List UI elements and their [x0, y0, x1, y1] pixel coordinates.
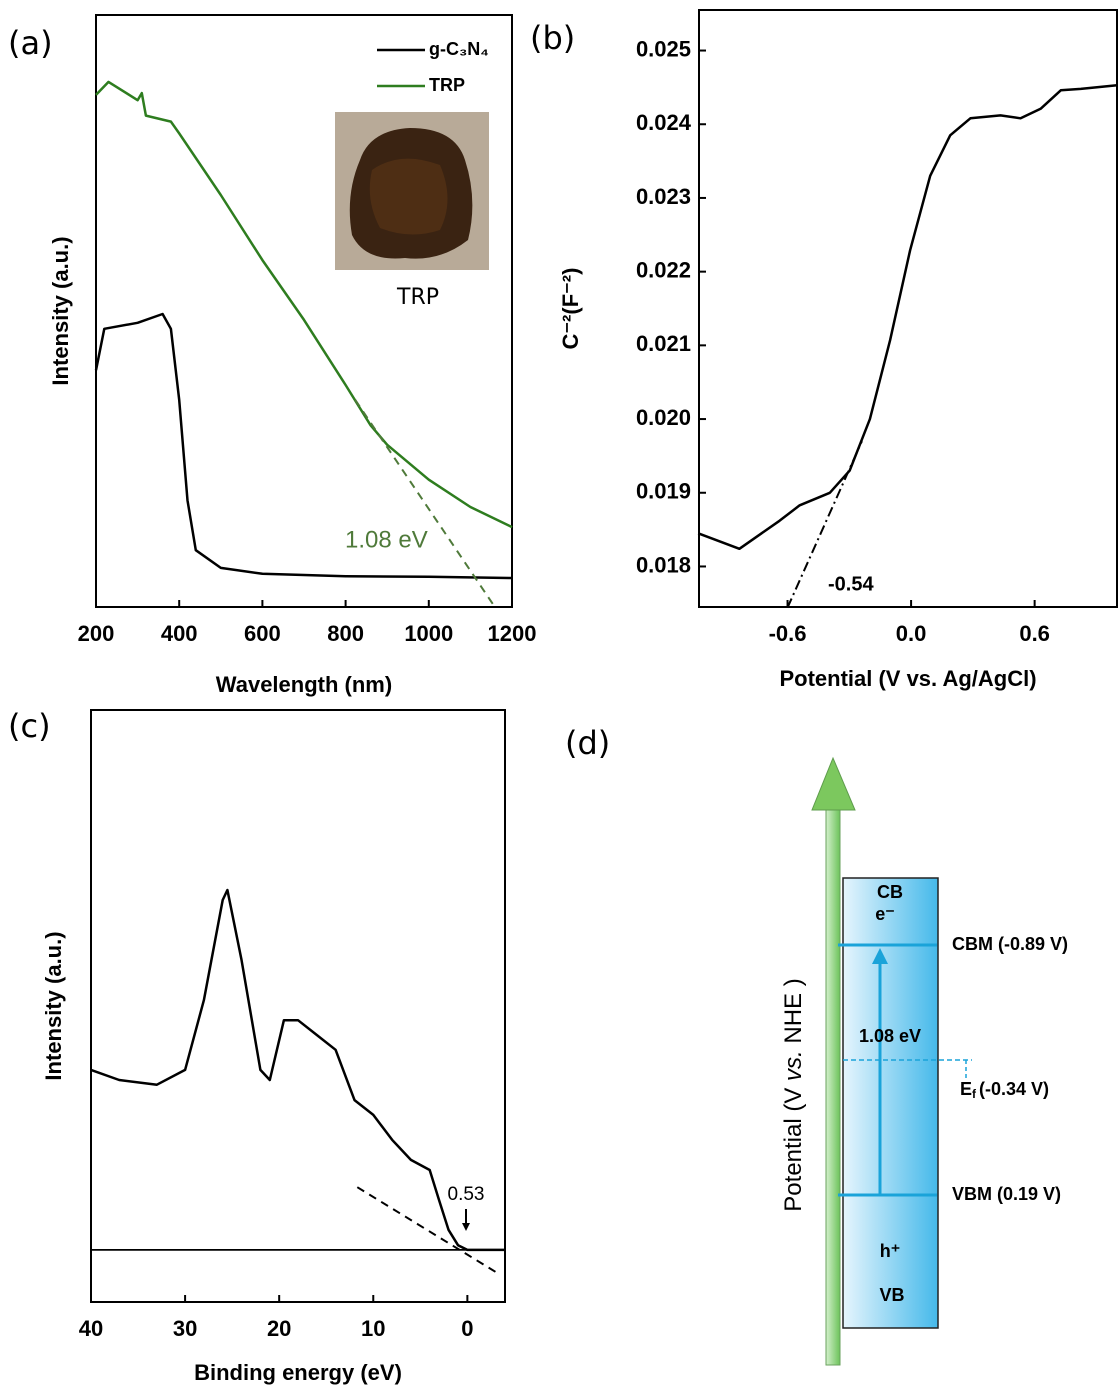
panel-label: (b) [530, 19, 575, 57]
x-tick-label: 1200 [488, 621, 537, 646]
x-tick-label: 30 [173, 1316, 197, 1341]
arrow-head [811, 756, 856, 811]
x-tick-label: 0 [461, 1316, 473, 1341]
x-tick-label: 400 [161, 621, 198, 646]
data-line [95, 80, 513, 529]
y-axis-label: C⁻²(F⁻²) [558, 268, 583, 350]
x-axis-label: Potential (V vs. Ag/AgCl) [779, 666, 1036, 691]
x-tick-label: 10 [361, 1316, 385, 1341]
legend-label: TRP [429, 75, 465, 95]
y-tick-label: 0.022 [636, 257, 691, 282]
y-axis-label: Intensity (a.u.) [48, 236, 73, 385]
x-tick-label: 600 [244, 621, 281, 646]
ylabel-end: NHE ) [780, 978, 807, 1050]
y-tick-label: 0.025 [636, 36, 691, 61]
ylabel-start: Potential (V [780, 1081, 807, 1212]
y-axis-label: Intensity (a.u.) [41, 931, 66, 1080]
hole-label: h⁺ [880, 1241, 901, 1261]
x-axis-label: Binding energy (eV) [194, 1360, 402, 1385]
vb-label: VB [879, 1285, 904, 1305]
potential-arrow [825, 804, 841, 1366]
x-tick-label: 40 [79, 1316, 103, 1341]
y-tick-label: 0.023 [636, 184, 691, 209]
x-axis-label: Wavelength (nm) [216, 672, 392, 697]
x-tick-label: -0.6 [769, 621, 807, 646]
vbm-label: VBM (0.19 V) [952, 1184, 1061, 1204]
y-tick-label: 0.020 [636, 405, 691, 430]
x-tick-label: 0.6 [1019, 621, 1050, 646]
ef-sub: f [972, 1087, 977, 1101]
ef-value: (-0.34 V) [979, 1079, 1049, 1099]
x-tick-label: 800 [327, 621, 364, 646]
data-line [697, 83, 1118, 551]
inset-photo [335, 112, 489, 270]
panel-label: (d) [565, 724, 610, 762]
panel-label: (c) [8, 707, 51, 745]
legend-label: g-C₃N₄ [429, 39, 489, 59]
y-tick-label: 0.024 [636, 110, 692, 135]
ef-symbol: E [960, 1079, 972, 1099]
x-tick-label: 20 [267, 1316, 291, 1341]
gap-arrow-head [872, 948, 888, 964]
y-tick-label: 0.021 [636, 331, 691, 356]
x-tick-label: 0.0 [896, 621, 927, 646]
ef-label: Ef (-0.34 V) [960, 1079, 1049, 1101]
data-line [94, 312, 513, 580]
annotation: 0.53 [448, 1184, 485, 1205]
annotation: -0.54 [828, 573, 874, 595]
diagram-y-label: Potential (V vs. NHE ) [780, 978, 807, 1211]
band-box [842, 877, 939, 1329]
x-tick-label: 200 [78, 621, 115, 646]
ylabel-vs: vs. [780, 1050, 807, 1081]
band-diagram [811, 756, 972, 1366]
plot-frame [90, 709, 506, 1303]
y-tick-label: 0.018 [636, 552, 691, 577]
y-tick-label: 0.019 [636, 479, 691, 504]
cb-label: CB [877, 882, 903, 902]
annotation: 1.08 eV [345, 526, 428, 553]
panel-label: (a) [8, 24, 53, 62]
data-line [90, 888, 505, 1252]
inset-label: TRP [396, 285, 439, 310]
cbm-label: CBM (-0.89 V) [952, 934, 1068, 954]
plot-frame [95, 14, 513, 608]
x-tick-label: 1000 [404, 621, 453, 646]
plot-frame [698, 9, 1118, 608]
electron-label: e⁻ [875, 904, 895, 924]
annotation-arrow-head [462, 1223, 470, 1231]
gap-label: 1.08 eV [859, 1026, 921, 1046]
